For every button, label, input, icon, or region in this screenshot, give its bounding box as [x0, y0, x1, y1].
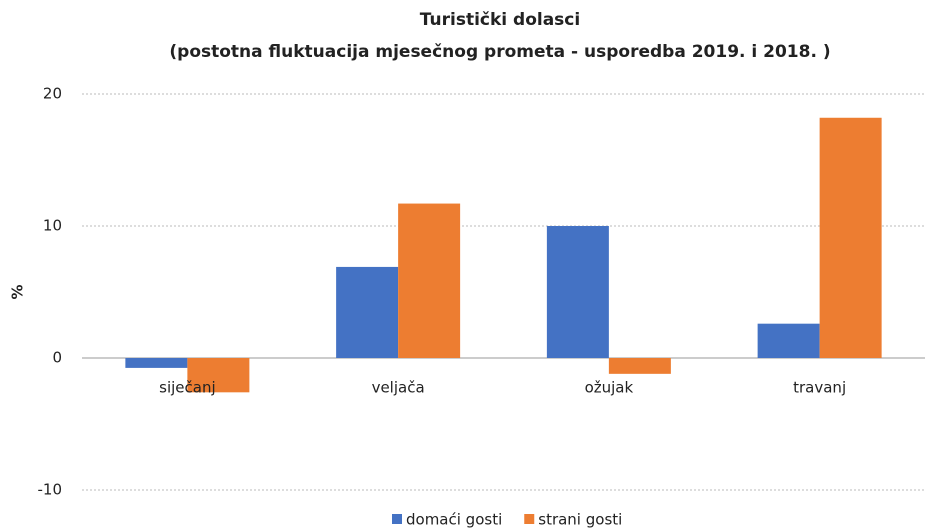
x-tick-label: travanj — [793, 379, 846, 397]
legend-label: strani gosti — [538, 511, 622, 529]
chart-title: Turistički dolasci — [420, 10, 580, 30]
bar — [187, 358, 250, 393]
y-tick-label: 20 — [43, 85, 62, 103]
y-tick-label: -10 — [38, 481, 63, 499]
bar — [757, 323, 820, 358]
bar — [336, 266, 399, 358]
y-tick-label: 10 — [43, 217, 62, 235]
bar — [819, 117, 882, 358]
bar — [608, 358, 671, 374]
x-tick-label: veljača — [372, 379, 425, 397]
bar — [546, 226, 609, 358]
legend-swatch — [392, 514, 402, 524]
y-tick-label: 0 — [52, 349, 62, 367]
legend-label: domaći gosti — [406, 511, 502, 529]
bar — [398, 203, 461, 358]
legend-swatch — [524, 514, 535, 524]
x-tick-label: siječanj — [159, 379, 216, 397]
chart-subtitle: (postotna fluktuacija mjesečnog prometa … — [169, 42, 830, 62]
y-axis-label: % — [9, 284, 27, 299]
bar — [125, 358, 188, 368]
x-tick-label: ožujak — [585, 379, 634, 397]
